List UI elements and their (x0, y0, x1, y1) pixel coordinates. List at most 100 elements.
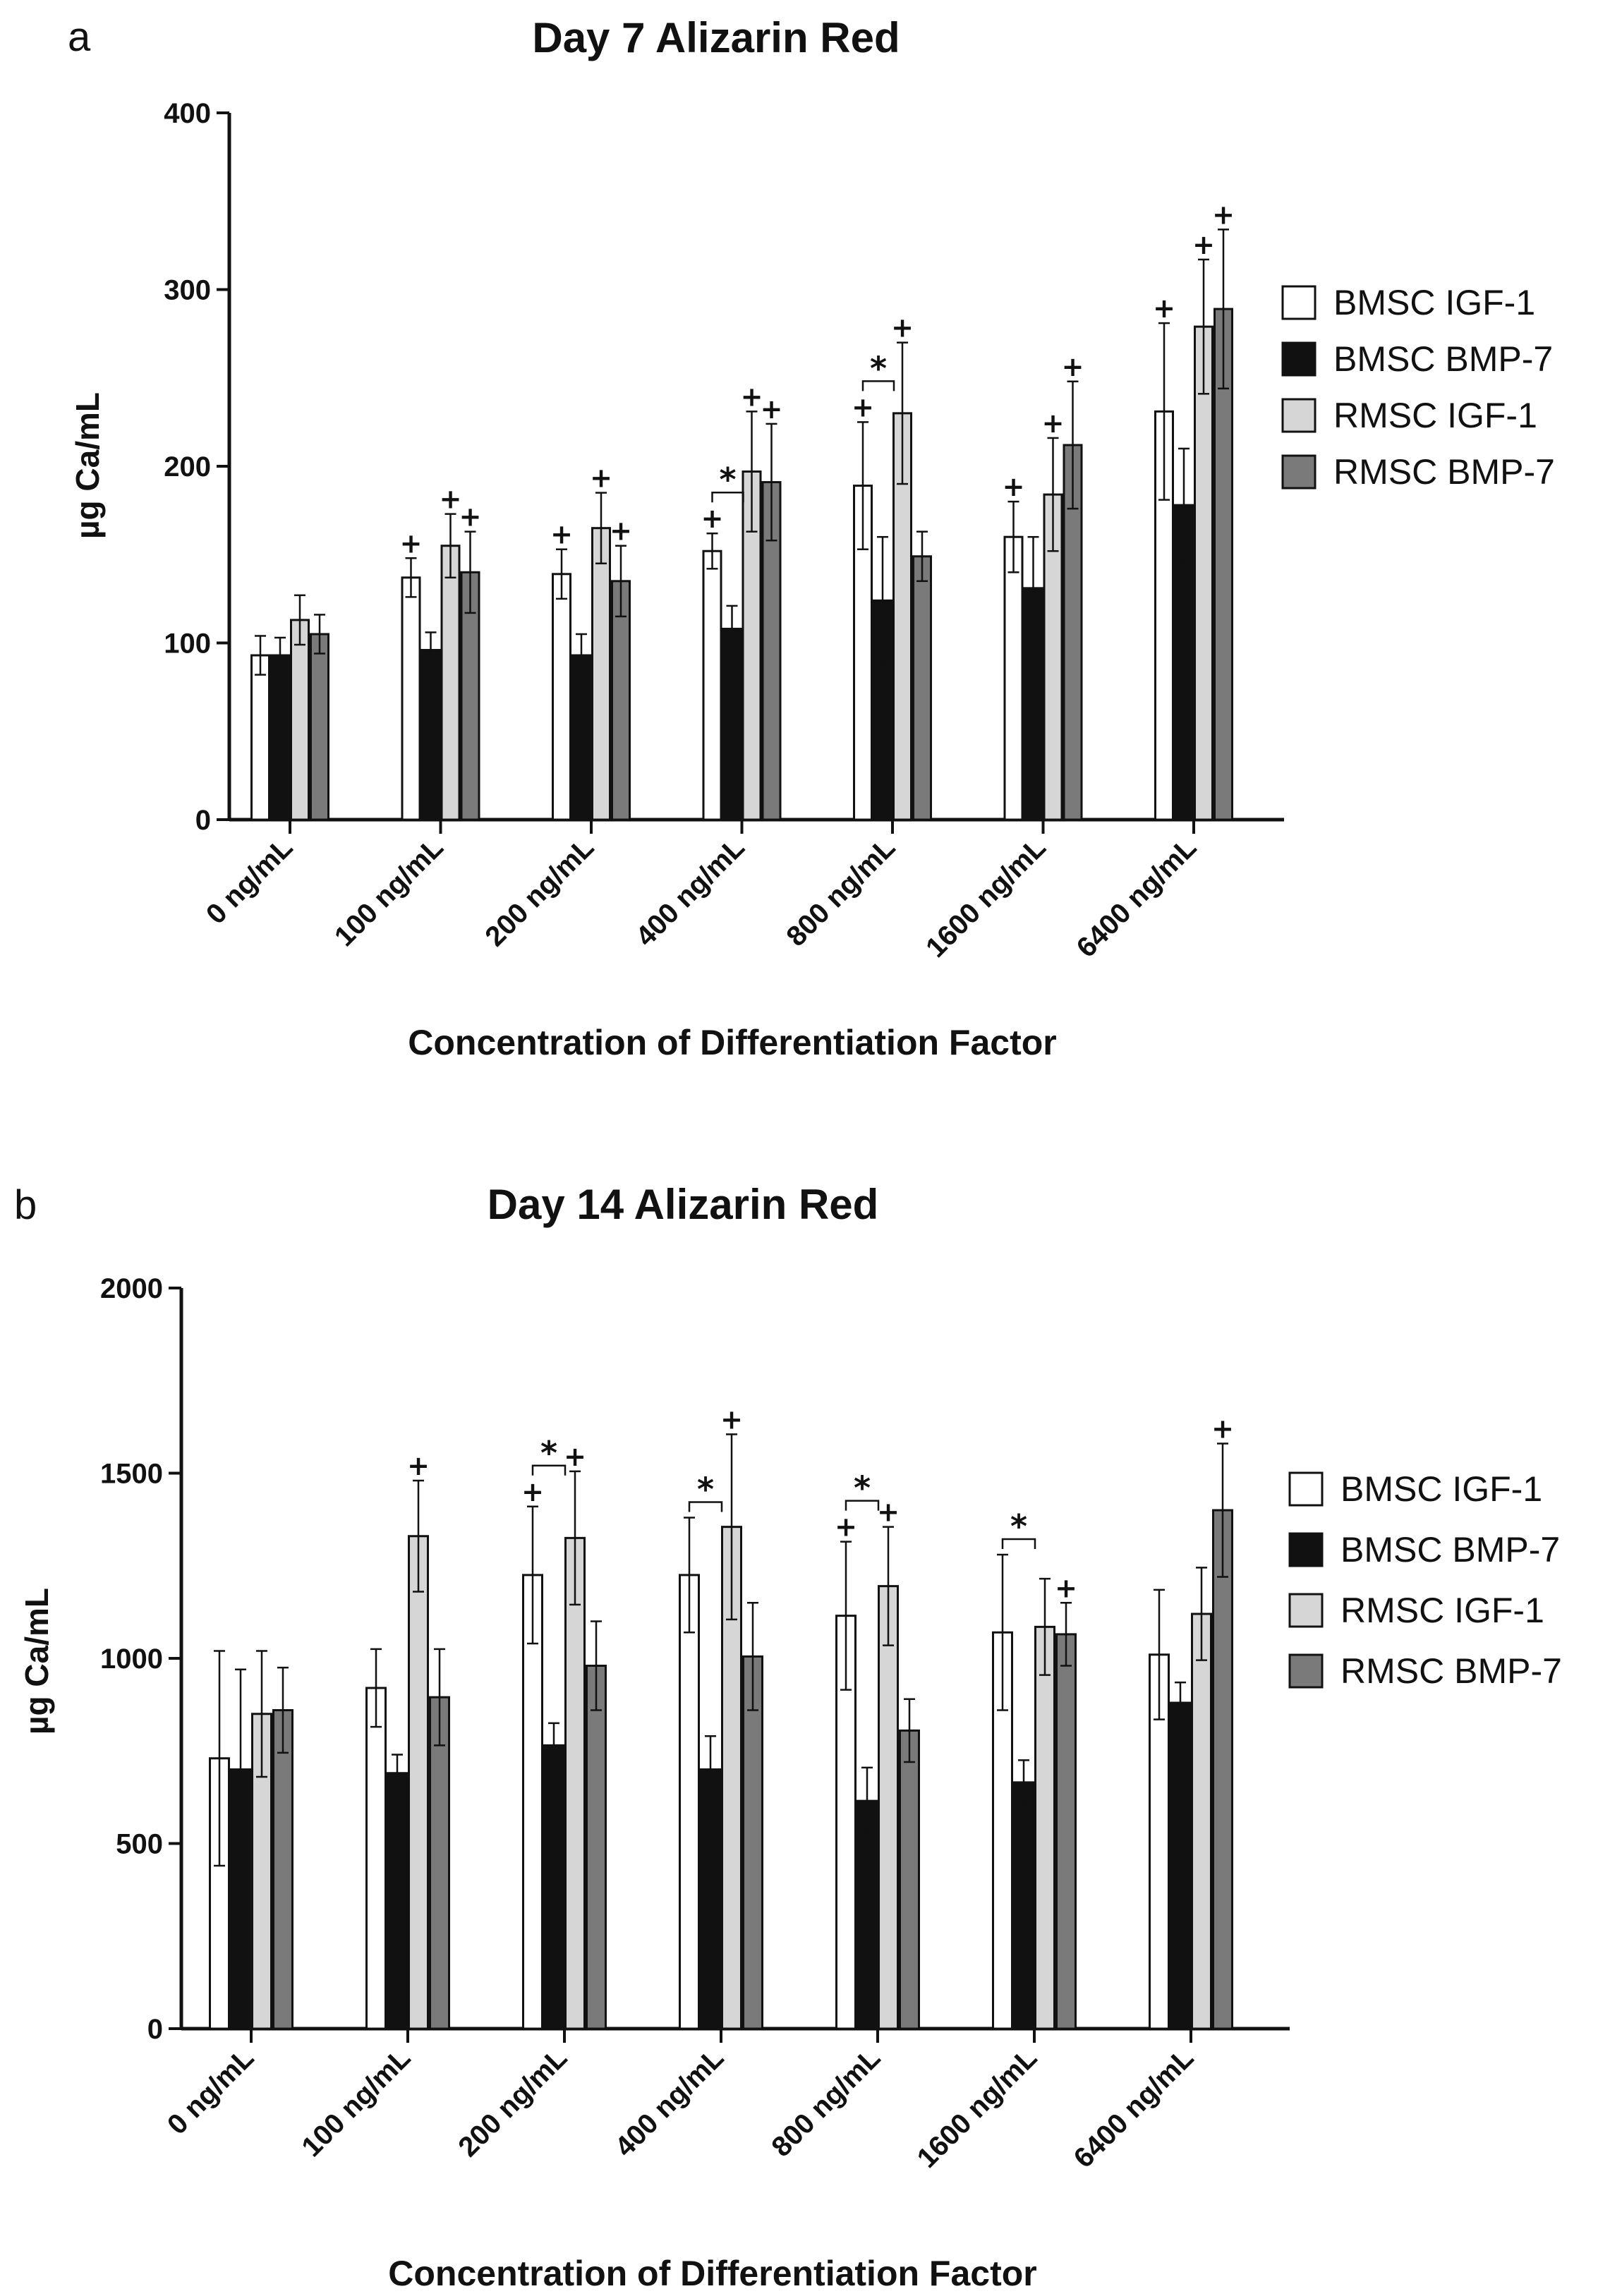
chart-a-x-tick-label: 400 ng/mL (630, 832, 751, 952)
chart-b-sig-star: * (854, 1469, 871, 1507)
chart-a-x-tick-label: 6400 ng/mL (1071, 832, 1203, 964)
chart-b-x-tick-label: 1600 ng/mL (912, 2042, 1043, 2174)
chart-a-sig-bracket (861, 380, 895, 391)
chart-b-x-axis-label: Concentration of Differentiation Factor (388, 2254, 1036, 2293)
panel-b-label: b (14, 1182, 37, 1228)
chart-a-plus-marker: + (1003, 471, 1025, 502)
chart-a-legend-swatch (1281, 341, 1317, 377)
chart-b-sig-star: * (697, 1471, 714, 1509)
chart-b-legend-swatch (1288, 1471, 1324, 1507)
chart-a-bar (1003, 535, 1024, 821)
chart-b-sig-bracket (1001, 1538, 1036, 1549)
chart-a-x-axis-label: Concentration of Differentiation Factor (408, 1023, 1056, 1062)
chart-a-y-axis-label: µg Ca/mL (69, 392, 106, 539)
chart-b-bar (1055, 1633, 1077, 2030)
chart-b-sig-bracket (531, 1464, 567, 1476)
chart-a-bar (440, 545, 461, 821)
panel-a-label: a (68, 14, 91, 60)
chart-b-sig-bracket (845, 1500, 880, 1511)
chart-a-plus-marker: + (440, 484, 462, 515)
chart-a-bar (310, 633, 329, 821)
chart-b-bar (429, 1696, 450, 2030)
chart-a-y-tick-label: 200 (164, 451, 211, 482)
chart-a-bar (270, 654, 290, 821)
chart-a-plus-marker: + (741, 381, 763, 412)
chart-a-x-tick-label: 0 ng/mL (200, 832, 299, 930)
chart-a-plus-marker: + (1212, 199, 1235, 230)
chart-a-bar (420, 649, 441, 821)
chart-b-bar (586, 1665, 607, 2030)
chart-b-legend-swatch (1288, 1532, 1324, 1567)
chart-a-plus-marker: + (761, 394, 783, 425)
chart-a-bar (1194, 325, 1213, 821)
chart-b-x-tick-label: 400 ng/mL (609, 2042, 730, 2163)
chart-a-legend-label: RMSC BMP-7 (1333, 452, 1555, 492)
chart-a-sig-star: * (719, 461, 736, 499)
chart-a-plus-marker: + (550, 519, 573, 550)
chart-b-legend-label: BMSC BMP-7 (1340, 1530, 1560, 1569)
chart-a-plus-marker: + (701, 503, 724, 534)
chart-b-bar (1212, 1509, 1233, 2030)
chart-a-plot: 0 100 200 300 400 0 ng/mL 100 ng/mL 200 ng/mL 40… (164, 98, 1555, 964)
chart-b-legend-swatch (1288, 1653, 1324, 1689)
chart-b-x-tick-label: 0 ng/mL (162, 2042, 260, 2141)
chart-b-y-axis-label: µg Ca/mL (18, 1588, 55, 1735)
chart-b-bar (679, 1574, 700, 2030)
chart-a-legend-swatch (1281, 285, 1317, 320)
chart-b-sig-bracket (688, 1501, 723, 1512)
chart-a-plus-marker: + (400, 528, 423, 559)
chart-a-plus-marker: + (1192, 229, 1215, 260)
chart-a-legend-swatch (1281, 454, 1317, 490)
chart-a-bar (1213, 308, 1233, 821)
chart-a-bar (571, 654, 591, 821)
chart-b-plus-marker: + (835, 1512, 857, 1543)
chart-a-legend-label: BMSC IGF-1 (1333, 283, 1535, 322)
chart-b-y-tick-label: 1500 (100, 1459, 163, 1490)
chart-b-y-tick-label: 1000 (100, 1644, 163, 1675)
chart-b-bar (857, 1799, 878, 2030)
chart-a-plus-marker: + (459, 502, 482, 533)
chart-a-plus-marker: + (610, 516, 632, 547)
chart-b-bar (1013, 1781, 1034, 2030)
chart-a-legend-label: RMSC IGF-1 (1333, 396, 1537, 435)
chart-a-plus-marker: + (1153, 293, 1175, 324)
chart-b-title: Day 14 Alizarin Red (488, 1181, 879, 1228)
chart-b-x-tick-label: 6400 ng/mL (1068, 2042, 1200, 2174)
chart-a-plus-marker: + (590, 463, 612, 494)
chart-b-bar (1191, 1612, 1212, 2030)
chart-b-legend-label: RMSC IGF-1 (1340, 1591, 1544, 1630)
chart-a-legend-label: BMSC BMP-7 (1333, 339, 1553, 379)
chart-b-plus-marker: + (877, 1497, 900, 1528)
chart-a-x-tick-label: 1600 ng/mL (920, 832, 1052, 964)
chart-a-bar (591, 527, 611, 821)
chart-a-plus-marker: + (891, 312, 914, 344)
chart-a-sig-star: * (870, 349, 887, 387)
chart-b-bar (543, 1744, 564, 2030)
chart-b-legend-label: BMSC IGF-1 (1340, 1469, 1542, 1509)
chart-a-bar (702, 549, 722, 821)
chart-a-x-tick-label: 200 ng/mL (479, 832, 600, 952)
chart-b-bar (742, 1655, 763, 2030)
chart-b-y-tick-label: 2000 (100, 1273, 163, 1304)
chart-b-bar (899, 1729, 920, 2030)
chart-b-plus-marker: + (720, 1404, 743, 1435)
chart-b-bar (272, 1709, 293, 2030)
chart-a-bar (250, 654, 270, 821)
chart-a-bar (912, 555, 932, 821)
chart-a-y-tick-label: 300 (164, 275, 211, 306)
chart-a-bar (552, 573, 571, 821)
chart-b-bar (387, 1772, 408, 2030)
chart-b-bar (408, 1535, 429, 2030)
chart-a-bar (401, 576, 421, 821)
chart-a-x-tick-label: 100 ng/mL (329, 832, 449, 952)
chart-b-sig-star: * (540, 1434, 557, 1472)
chart-b-plus-marker: + (564, 1441, 586, 1472)
chart-b-plus-marker: + (1055, 1572, 1077, 1603)
chart-a-plus-marker: + (1042, 408, 1065, 439)
chart-b-plus-marker: + (1211, 1414, 1234, 1445)
chart-a-title: Day 7 Alizarin Red (532, 14, 900, 61)
chart-a-plus-marker: + (852, 391, 874, 423)
chart-b-plus-marker: + (521, 1476, 544, 1507)
chart-a-sig-bracket (711, 491, 744, 503)
